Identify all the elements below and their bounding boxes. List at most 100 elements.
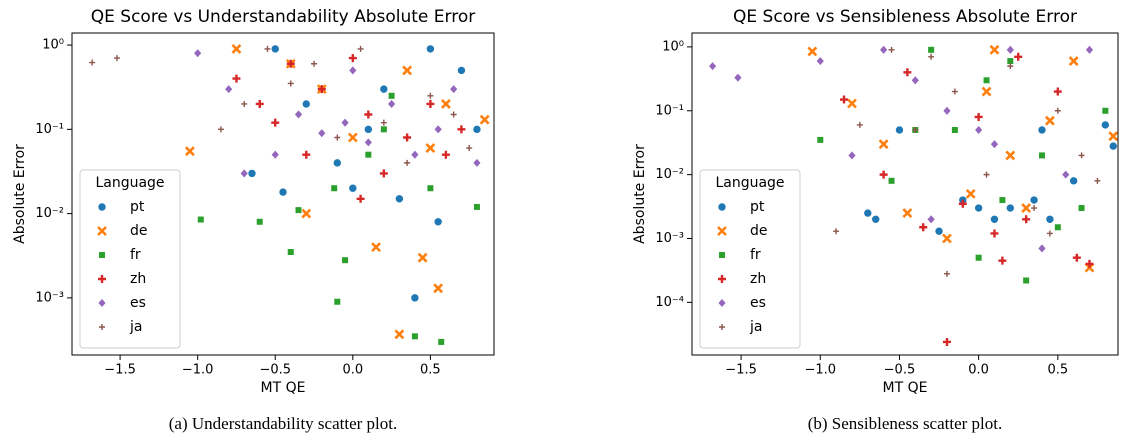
y-tick-label: 10⁻¹ [35,122,64,137]
point [270,149,280,160]
point [928,53,935,60]
caption: (b) Sensibleness scatter plot. [808,414,1003,433]
point [833,228,840,235]
point [479,114,490,125]
point [807,46,818,57]
point [863,208,873,218]
point [241,100,248,107]
point [1108,131,1119,142]
point [184,146,195,157]
point [1054,223,1062,231]
x-tick-label: 0.0 [342,363,363,378]
point [815,56,825,67]
point [433,217,443,227]
legend-label: zh [130,271,146,287]
point [98,275,106,283]
y-tick-label: 10⁻² [655,167,684,182]
point [903,68,912,77]
point [974,203,983,213]
point [1068,56,1079,66]
y-tick-label: 10⁻¹ [655,103,684,118]
point [197,215,205,224]
point [1031,205,1038,212]
point [380,119,387,126]
x-tick-label: −1.5 [104,363,136,378]
point [847,98,857,109]
point [357,45,364,52]
point [301,99,311,109]
point [719,324,725,330]
legend-label: ja [129,319,142,335]
caption: (a) Understandability scatter plot. [169,414,397,433]
point [302,150,311,159]
legend-title: Language [95,175,164,191]
point [717,226,727,236]
point [330,184,338,192]
point [974,112,983,121]
point [294,109,303,120]
point [264,45,271,52]
point [379,84,389,94]
point [983,171,990,178]
point [943,270,950,277]
point [1101,107,1109,115]
x-tick-label: −1.0 [182,363,214,378]
point [113,55,120,62]
point [371,242,382,253]
point [879,44,889,55]
point [433,124,443,135]
legend-label: de [130,223,148,239]
point [286,59,295,68]
point [1044,115,1055,126]
y-axis-label: Absolute Error [12,144,28,244]
point [816,136,824,144]
point [333,298,341,306]
point [427,92,434,99]
point [887,177,896,185]
point [895,125,904,135]
point [340,117,350,128]
point [388,92,396,100]
point [942,233,952,244]
point [270,44,280,54]
point [403,133,412,142]
point [919,223,928,232]
y-tick-label: 10⁻⁴ [655,295,684,310]
x-tick-label: −1.5 [725,363,757,378]
point [98,251,106,259]
point [347,132,358,143]
y-tick-label: 10⁰ [42,38,64,53]
point [927,46,935,54]
point [437,338,445,346]
point [878,139,889,150]
point [311,60,318,67]
point [256,218,264,226]
point [840,95,849,104]
point [1078,152,1085,159]
point [449,84,459,95]
legend-label: ja [749,319,762,335]
point [440,99,451,109]
point [410,293,420,303]
point [1061,169,1071,180]
point [317,128,327,139]
x-tick-label: 0.0 [968,363,989,378]
point [910,75,920,86]
point [425,143,436,153]
point [301,208,312,219]
point [224,84,234,95]
point [1038,151,1046,160]
point [426,44,435,54]
point [255,99,264,108]
point [981,86,992,97]
point [294,206,303,214]
point [942,105,952,116]
point [231,43,242,54]
legend-label: es [750,295,766,311]
chart-title: QE Score vs Sensibleness Absolute Error [733,7,1077,27]
point [232,74,241,83]
point [364,151,372,159]
point [394,329,405,340]
x-tick-label: −1.0 [804,363,836,378]
